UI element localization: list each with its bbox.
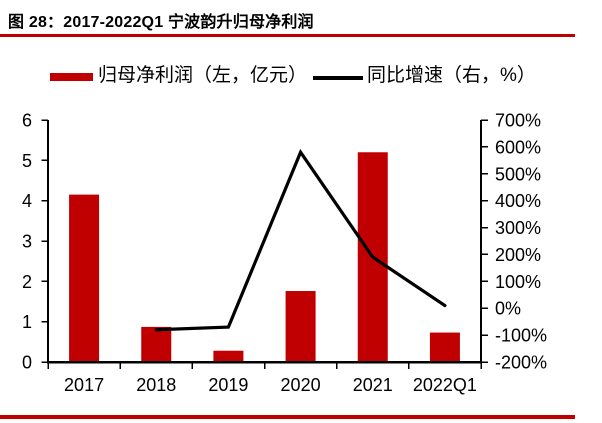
right-axis-tick-label: 400%: [495, 191, 541, 211]
bar-2019: [213, 350, 244, 362]
right-axis-tick-label: 600%: [495, 137, 541, 157]
left-axis-tick-label: 6: [22, 111, 32, 131]
legend-label-yoy: 同比增速（右，%）: [367, 65, 536, 86]
bottom-rule: [0, 415, 575, 419]
legend-label-profit: 归母净利润（左，亿元）: [98, 65, 308, 86]
right-axis-tick-label: 500%: [495, 164, 541, 184]
right-axis-tick-label: -100%: [495, 326, 547, 346]
yoy-growth-line: [154, 148, 447, 332]
left-axis-tick-label: 4: [22, 191, 32, 211]
figure-title: 图 28：2017-2022Q1 宁波韵升归母净利润: [8, 14, 314, 31]
title-underline-rule: [0, 34, 575, 37]
x-axis-category-label: 2018: [136, 375, 176, 395]
right-axis-tick-label: 100%: [495, 272, 541, 292]
x-axis-category-label: 2017: [64, 375, 104, 395]
left-axis-tick-label: 1: [22, 312, 32, 332]
x-axis-category-label: 2019: [208, 375, 248, 395]
left-axis-tick-label: 5: [22, 151, 32, 171]
left-axis-tick-label: 2: [22, 272, 32, 292]
x-axis-category-label: 2022Q1: [413, 375, 477, 395]
right-axis-tick-label: 700%: [495, 111, 541, 131]
legend-line-swatch: [313, 76, 363, 80]
right-axis-tick-label: -200%: [495, 353, 547, 373]
bar-2022Q1: [429, 332, 460, 362]
right-axis-tick-label: 200%: [495, 245, 541, 265]
right-axis-tick-label: 0%: [495, 299, 521, 319]
x-axis-category-label: 2021: [353, 375, 393, 395]
left-axis-tick-label: 3: [22, 232, 32, 252]
legend-bar-swatch: [50, 73, 93, 81]
x-axis-category-label: 2020: [281, 375, 321, 395]
right-axis-tick-label: 300%: [495, 218, 541, 238]
left-axis-tick-label: 0: [22, 353, 32, 373]
bar-2017: [69, 194, 100, 362]
bar-2018: [141, 326, 172, 362]
bar-2020: [285, 291, 316, 362]
